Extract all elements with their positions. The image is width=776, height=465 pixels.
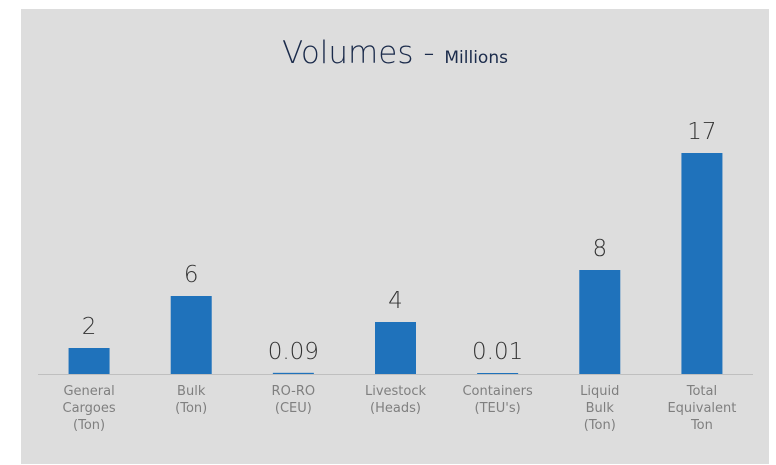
value-label-4: 0.01 (472, 339, 523, 365)
bar-4 (477, 373, 519, 374)
bar-1 (170, 296, 212, 374)
category-label-4: Containers (TEU's) (462, 384, 533, 416)
bar-5 (579, 270, 621, 374)
category-label-6: Total Equivalent Ton (667, 384, 736, 433)
category-label-0: General Cargoes (Ton) (63, 384, 116, 433)
category-label-2: RO-RO (CEU) (272, 384, 316, 416)
value-label-3: 4 (388, 288, 403, 314)
value-label-5: 8 (592, 236, 607, 262)
chart-subtitle: Millions (444, 48, 508, 68)
bar-6 (681, 153, 723, 374)
value-label-1: 6 (184, 262, 199, 288)
bar-chart: 2 General Cargoes (Ton) 6 Bulk (Ton) 0.09 RO-RO(… (38, 119, 753, 433)
chart-title: Volumes - Millions (21, 35, 769, 71)
value-label-0: 2 (82, 314, 97, 340)
value-label-2: 0.09 (268, 339, 319, 365)
category-label-5: Liquid Bulk (Ton) (580, 384, 619, 433)
value-label-6: 17 (687, 119, 716, 145)
bar-2 (272, 372, 314, 374)
category-label-1: Bulk (Ton) (175, 384, 207, 416)
category-label-3: Livestock (Heads) (365, 384, 427, 416)
chart-card: Volumes - Millions 2 General Cargoes (Ton) 6… (21, 9, 769, 464)
chart-title-main: Volumes - (282, 35, 445, 71)
bar-3 (375, 322, 416, 374)
bar-0 (68, 348, 110, 374)
